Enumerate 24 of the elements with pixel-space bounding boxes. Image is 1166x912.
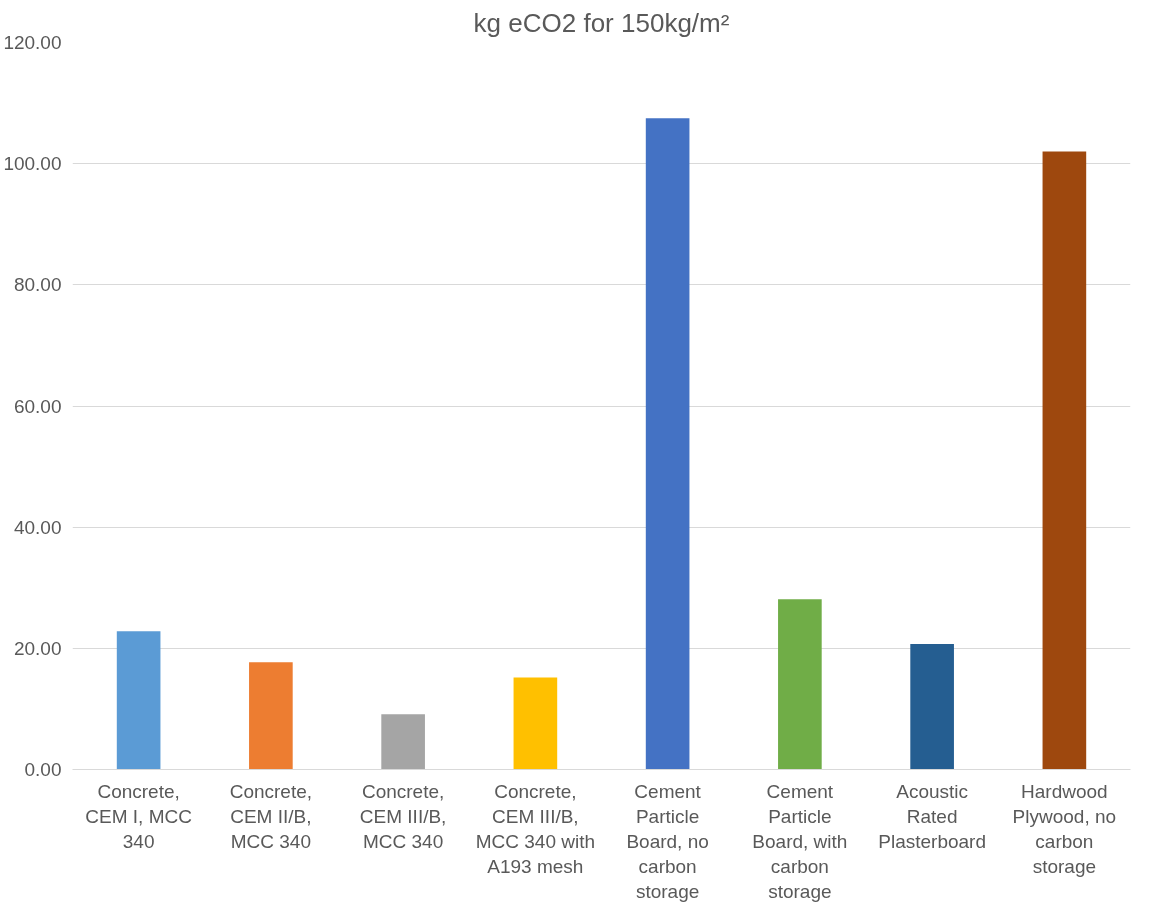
y-tick-label: 100.00 [3, 153, 62, 175]
y-tick-label: 0.00 [24, 759, 62, 780]
y-tick-label: 40.00 [13, 516, 62, 538]
bar [381, 714, 425, 770]
x-tick-label: Concrete, CEM I, MCC 340 [85, 780, 192, 852]
y-tick-label: 80.00 [13, 274, 62, 296]
x-tick-label: Concrete, CEM II/B, MCC 340 [229, 780, 313, 852]
bar [778, 599, 822, 770]
x-tick-label: Concrete, CEM III/B, MCC 340 with A193 mesh [475, 780, 596, 878]
x-tick-label: Concrete, CEM III/B, MCC 340 [359, 780, 447, 852]
x-tick-label: Cement Particle Board, no carbon storage [626, 780, 709, 903]
x-tick-label: Acoustic Rated Plasterboard [878, 780, 986, 852]
x-tick-label: Hardwood Plywood, no carbon storage [1012, 780, 1117, 878]
y-tick-label: 60.00 [13, 395, 62, 417]
x-tick-label: Cement Particle Board, with carbon storage [752, 780, 848, 903]
bar [1042, 151, 1087, 770]
y-tick-label: 120.00 [3, 32, 62, 53]
y-tick-label: 20.00 [13, 637, 62, 659]
bar [513, 677, 558, 770]
bar [910, 644, 954, 770]
bar [645, 118, 690, 770]
bar [116, 631, 161, 770]
chart-title: kg eCO2 for 150kg/m² [473, 7, 730, 38]
bar [249, 662, 293, 770]
